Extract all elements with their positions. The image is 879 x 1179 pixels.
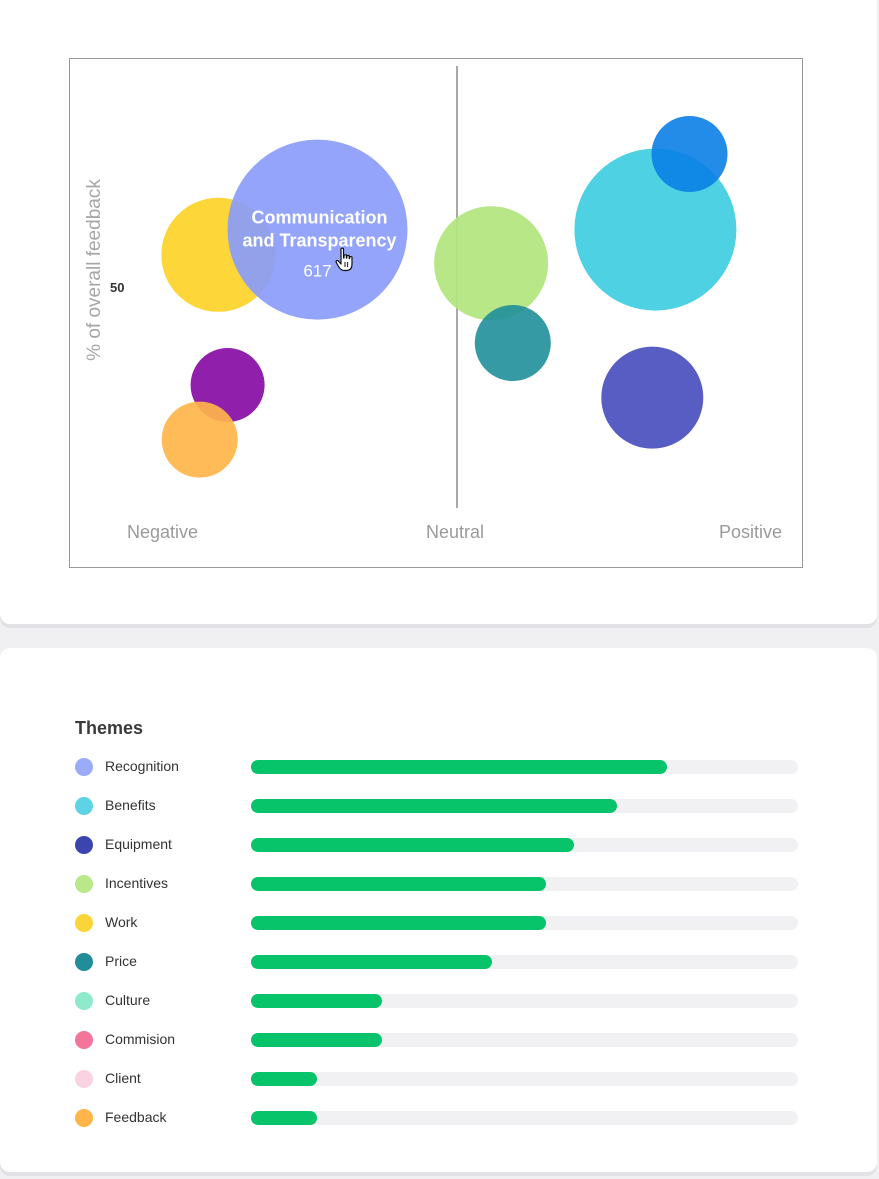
theme-color-dot xyxy=(75,758,93,776)
bubble[interactable] xyxy=(474,305,551,381)
theme-row: Benefits xyxy=(0,796,879,816)
theme-label: Client xyxy=(105,1070,141,1086)
bubble-label: Communication xyxy=(251,208,387,228)
theme-bar-track xyxy=(251,838,798,852)
bubble-chart-card xyxy=(0,0,877,624)
theme-label: Culture xyxy=(105,992,151,1008)
theme-label: Price xyxy=(105,953,137,969)
bubble[interactable] xyxy=(601,346,704,449)
plot-frame xyxy=(69,58,803,568)
bubble[interactable] xyxy=(434,206,549,321)
bubble-label: and Transparency xyxy=(242,231,396,251)
theme-color-dot xyxy=(75,1109,93,1127)
bubble[interactable] xyxy=(651,116,728,192)
themes-title: Themes xyxy=(75,718,144,738)
theme-color-dot xyxy=(75,836,93,854)
theme-row: Culture xyxy=(0,991,879,1011)
theme-bar-track xyxy=(251,1033,798,1047)
theme-bar xyxy=(251,799,617,813)
theme-bar-track xyxy=(251,994,798,1008)
bubble-value-label: 617 xyxy=(303,262,331,281)
theme-bar xyxy=(251,760,667,774)
theme-color-dot xyxy=(75,1031,93,1049)
x-axis-label-negative: Negative xyxy=(127,522,199,542)
theme-label: Benefits xyxy=(105,797,156,813)
theme-label: Work xyxy=(105,914,138,930)
hand-cursor-icon xyxy=(335,247,353,272)
theme-row: Incentives xyxy=(0,874,879,894)
bubble[interactable] xyxy=(161,401,238,478)
theme-bar-track xyxy=(251,916,798,930)
theme-row: Commision xyxy=(0,1030,879,1050)
theme-bar-track xyxy=(251,1072,798,1086)
theme-bar-track xyxy=(251,1111,798,1125)
theme-bar-track xyxy=(251,799,798,813)
y-axis-title: % of overall feedback xyxy=(84,179,105,361)
theme-row: Price xyxy=(0,952,879,972)
theme-color-dot xyxy=(75,992,93,1010)
x-axis-label-neutral: Neutral xyxy=(426,522,485,542)
theme-bar-track xyxy=(251,955,798,969)
theme-bar xyxy=(251,955,492,969)
theme-bar xyxy=(251,1033,382,1047)
theme-color-dot xyxy=(75,914,93,932)
bubble-chart: Communication and Transparency 617 xyxy=(161,66,737,508)
theme-label: Incentives xyxy=(105,875,169,891)
theme-bar-track xyxy=(251,877,798,891)
theme-label: Feedback xyxy=(105,1109,167,1125)
theme-bar xyxy=(251,877,546,891)
theme-color-dot xyxy=(75,953,93,971)
theme-row: Work xyxy=(0,913,879,933)
bubble-highlighted[interactable] xyxy=(227,139,408,320)
x-axis-label-positive: Positive xyxy=(719,522,783,542)
theme-bar xyxy=(251,1111,317,1125)
theme-label: Commision xyxy=(105,1031,176,1047)
theme-bar xyxy=(251,916,546,930)
theme-color-dot xyxy=(75,1070,93,1088)
theme-color-dot xyxy=(75,875,93,893)
theme-row: Equipment xyxy=(0,835,879,855)
y-tick-label: 50 xyxy=(110,280,125,295)
theme-color-dot xyxy=(75,797,93,815)
theme-row: Recognition xyxy=(0,757,879,777)
theme-bar xyxy=(251,838,574,852)
theme-bar xyxy=(251,994,382,1008)
theme-row: Feedback xyxy=(0,1108,879,1128)
theme-label: Recognition xyxy=(105,758,179,774)
theme-label: Equipment xyxy=(105,836,172,852)
theme-row: Client xyxy=(0,1069,879,1089)
theme-bar xyxy=(251,1072,317,1086)
theme-bar-track xyxy=(251,760,798,774)
